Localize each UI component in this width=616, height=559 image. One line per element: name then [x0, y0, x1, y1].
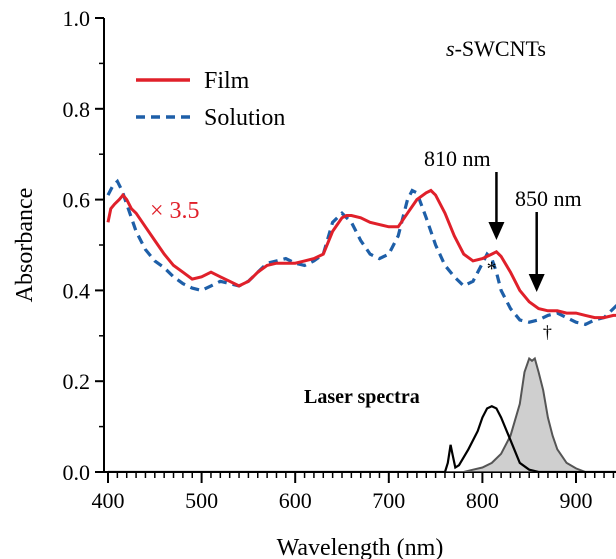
- arrow-head: [528, 274, 545, 292]
- legend-label-film: Film: [204, 68, 250, 94]
- x-tick-label: 500: [185, 488, 218, 513]
- series-laser-850: [108, 356, 616, 472]
- y-axis-title: Absorbance: [12, 188, 38, 303]
- x-ticks: 400 500 600 700 800 900: [92, 472, 615, 513]
- legend: Film Solution: [136, 68, 285, 131]
- x-tick-label: 700: [372, 488, 405, 513]
- y-tick-label: 0.0: [63, 460, 91, 485]
- y-ticks: 0.0 0.2 0.4 0.6 0.8 1.0: [63, 6, 104, 485]
- y-tick-label: 1.0: [63, 6, 91, 31]
- laser-spectra-label: Laser spectra: [304, 386, 420, 408]
- dagger-mark: †: [543, 322, 552, 342]
- series-film: [106, 188, 616, 320]
- series-solution: [106, 178, 616, 327]
- arrow-label-850: 850 nm: [515, 186, 582, 211]
- series-laser-810: [108, 404, 616, 472]
- asterisk-mark: *: [487, 258, 497, 280]
- x-tick-label: 400: [92, 488, 125, 513]
- sample-label: s-SWCNTs: [446, 36, 546, 61]
- arrows: [488, 172, 545, 292]
- arrow-head: [488, 222, 505, 240]
- multiplier-label: × 3.5: [150, 198, 200, 224]
- x-tick-label: 800: [466, 488, 499, 513]
- x-tick-label: 900: [560, 488, 593, 513]
- y-tick-label: 0.6: [63, 188, 91, 213]
- legend-label-solution: Solution: [204, 105, 285, 131]
- y-tick-label: 0.2: [63, 369, 91, 394]
- x-tick-label: 600: [279, 488, 312, 513]
- y-tick-label: 0.4: [63, 278, 91, 303]
- x-axis-title: Wavelength (nm): [277, 535, 444, 559]
- arrow-label-810: 810 nm: [424, 146, 491, 171]
- y-tick-label: 0.8: [63, 97, 91, 122]
